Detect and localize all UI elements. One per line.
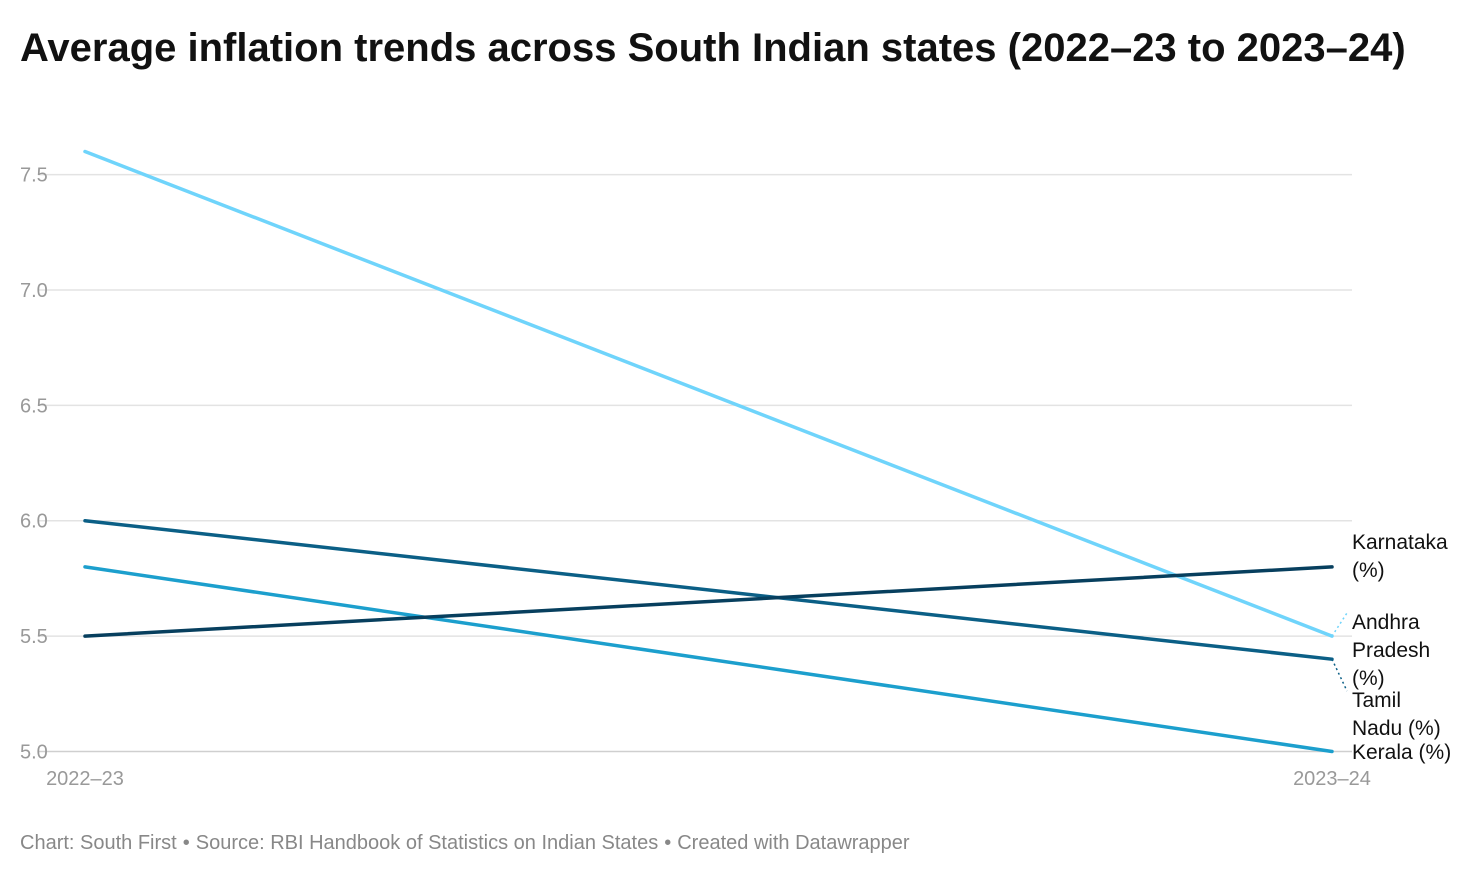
x-tick-label: 2023–24 [1293,768,1371,790]
y-tick-label: 7.5 [20,165,48,187]
footer-separator: • [182,832,190,854]
footer-separator: • [664,832,672,854]
series-label: (%) [1352,559,1385,582]
y-tick-label: 5.0 [20,742,48,764]
series-label: Nadu (%) [1352,717,1441,740]
series-label: Kerala (%) [1352,741,1451,764]
y-tick-label: 5.5 [20,626,48,648]
chart-footer: Chart: South First • Source: RBI Handbook … [20,832,910,855]
series-label: Tamil [1352,689,1401,712]
label-connector [1331,612,1348,637]
footer-credit: Chart: South First [20,832,177,854]
y-axis-tick-labels: 5.0 5.5 6.0 6.5 7.0 7.5 [20,165,48,764]
grid-lines [38,173,1352,753]
series-line [83,565,1334,754]
series-label: Andhra [1352,611,1420,634]
footer-source: Source: RBI Handbook of Statistics on In… [195,832,659,854]
chart-title: Average inflation trends across South In… [20,26,1406,70]
line-chart: 5.0 5.5 6.0 6.5 7.0 7.5 2022–23 2023–24 Andhra… [20,149,1451,790]
series-line [83,149,1334,638]
x-axis-tick-labels: 2022–23 2023–24 [46,768,1371,790]
y-tick-label: 6.0 [20,511,48,533]
x-tick-label: 2022–23 [46,768,124,790]
y-tick-label: 6.5 [20,395,48,417]
series-lines [83,149,1348,754]
footer-tool: Created with Datawrapper [677,832,910,854]
series-label: Karnataka [1352,531,1448,554]
y-tick-label: 7.0 [20,280,48,302]
series-label: (%) [1352,667,1385,690]
series-label: Pradesh [1352,639,1430,662]
series-line [83,565,1334,638]
label-connector [1331,658,1348,692]
series-line [83,518,1334,661]
